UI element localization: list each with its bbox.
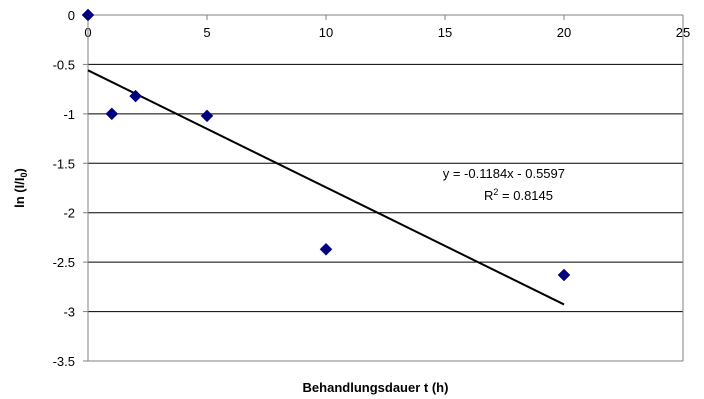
- y-axis-title-main: ln (I/I: [12, 178, 27, 208]
- r2-prefix: R: [484, 188, 493, 203]
- y-tick-label: -1: [63, 107, 75, 122]
- plot-area-background: [88, 15, 683, 361]
- y-tick-label: -3.5: [53, 354, 75, 369]
- data-point: [200, 109, 214, 123]
- x-tick-label: 5: [203, 25, 210, 40]
- data-point: [129, 89, 142, 103]
- data-points: [81, 8, 571, 282]
- r2-superscript: 2: [493, 187, 498, 197]
- y-tick-label: -2: [63, 206, 75, 221]
- gridlines: [88, 15, 684, 362]
- data-point: [105, 107, 119, 121]
- x-tick-label: 10: [319, 25, 333, 40]
- data-point: [557, 268, 571, 282]
- y-axis-title-end: ): [12, 168, 27, 172]
- y-tick-label: -2.5: [53, 255, 75, 270]
- y-axis-title-subscript: 0: [19, 172, 29, 177]
- y-tick-labels: 0 -0.5 -1 -1.5 -2 -2.5 -3 -3.5: [53, 8, 88, 369]
- x-tick-label: 25: [676, 25, 690, 40]
- x-tick-label: 15: [438, 25, 452, 40]
- y-tick-label: -0.5: [53, 57, 75, 72]
- y-tick-label: 0: [68, 8, 75, 23]
- data-point: [81, 8, 95, 22]
- y-tick-label: -3: [63, 305, 75, 320]
- trendline-equation: y = -0.1184x - 0.5597: [443, 166, 565, 181]
- y-tick-label: -1.5: [53, 156, 75, 171]
- r2-value: = 0.8145: [498, 188, 553, 203]
- trendline: [87, 69, 565, 306]
- data-point: [319, 242, 333, 256]
- x-tick-label: 20: [557, 25, 571, 40]
- r-squared-label: R2 = 0.8145: [484, 187, 553, 203]
- y-axis-title: ln (I/I0): [12, 168, 29, 208]
- x-axis-title: Behandlungsdauer t (h): [303, 380, 449, 395]
